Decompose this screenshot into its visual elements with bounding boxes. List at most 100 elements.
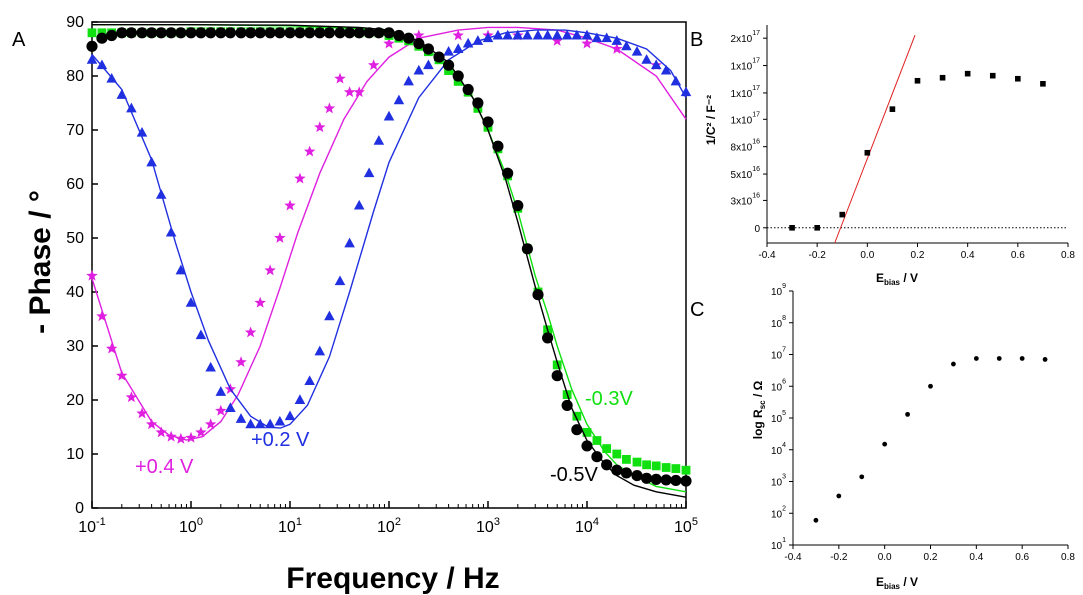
panel-a-data-point	[552, 360, 562, 370]
panel-a-data-point	[373, 27, 385, 39]
panel-c-data-point	[1019, 356, 1025, 361]
panel-c-x-tick-label: 0.2	[924, 552, 938, 563]
panel-a-data-point	[314, 121, 326, 133]
panel-c-data-point	[1042, 357, 1048, 362]
panel-a-data-point	[205, 361, 216, 372]
panel-a-x-tick-label: 105	[674, 516, 698, 536]
panel-a-letter: A	[12, 29, 26, 51]
panel-a-data-point	[323, 102, 336, 114]
panel-a-data-point	[581, 440, 593, 452]
panel-c-x-tick-label: 0.0	[878, 552, 892, 563]
panel-a-data-point	[462, 83, 474, 96]
panel-b-x-tick-label: 0.0	[860, 250, 874, 261]
panel-a-data-point	[254, 27, 266, 39]
panel-c-y-tick-label: 102	[771, 505, 786, 520]
panel-a-data-point	[274, 415, 286, 426]
panel-b-data-point	[864, 149, 871, 156]
panel-a-data-point	[482, 116, 494, 128]
panel-c-y-tick-label: 109	[771, 283, 786, 298]
panel-a-data-point	[353, 199, 365, 210]
panel-a-data-point	[661, 463, 671, 472]
panel-c-data-point	[905, 411, 910, 417]
panel-a-data-point	[146, 27, 158, 39]
panel-b-data-point	[989, 72, 996, 79]
panel-c-y-tick-label: 104	[771, 442, 786, 457]
panel-a-data-point	[522, 29, 533, 40]
panel-a-y-axis-title: - Phase / °	[24, 190, 57, 334]
panel-a-y-tick-label: 70	[66, 122, 84, 139]
panel-a-data-point	[383, 37, 395, 49]
panel-b-x-tick-label: 0.4	[961, 250, 975, 261]
panel-a-data-point	[343, 86, 356, 98]
panel-a-data-point	[582, 428, 592, 437]
panel-a-data-point	[155, 426, 167, 438]
panel-a-data-point	[125, 27, 137, 39]
panel-c-data-point	[951, 361, 956, 367]
panel-a-data-point	[452, 29, 464, 41]
panel-c-letter: C	[690, 299, 704, 321]
panel-c-x-tick-label: 0.8	[1061, 552, 1075, 563]
panel-a-data-point	[185, 27, 197, 39]
panel-a-data-point	[136, 27, 148, 39]
panel-b-data-point	[789, 224, 795, 231]
panel-a-data-point	[602, 444, 612, 453]
panel-c-y-tick-label: 105	[771, 410, 786, 425]
panel-a-data-point	[116, 369, 128, 381]
panel-a-data-point	[185, 431, 197, 443]
panel-a-data-point	[383, 27, 395, 39]
panel-b-y-tick-label: 3x1016	[731, 192, 761, 207]
panel-a-y-tick-label: 40	[66, 284, 84, 301]
panel-a-data-point	[403, 32, 415, 44]
panel-a-x-tick-label: 102	[377, 516, 401, 536]
panel-c-y-tick-label: 108	[771, 315, 786, 330]
panel-b-data-point	[814, 224, 820, 231]
panel-a-data-point	[413, 38, 425, 50]
panel-a-data-point	[611, 43, 623, 54]
panel-a-data-point	[650, 59, 662, 70]
panel-b-data-point	[839, 211, 846, 218]
panel-b-data-point	[939, 74, 946, 81]
panel-a-data-point	[165, 226, 177, 237]
panel-a-data-point	[367, 59, 380, 71]
panel-a-data-point	[591, 32, 603, 43]
panel-a-plot-area: 0 10 20 30 40 50 60 70 80 90 10-1 100 101 102 103 104 10…	[66, 14, 698, 536]
panel-a-data-point	[632, 457, 642, 467]
panel-a-data-point	[195, 329, 207, 340]
panel-a-data-point	[423, 59, 434, 70]
panel-a-data-point	[165, 430, 177, 442]
panel-c-y-tick-label: 106	[771, 378, 786, 393]
panel-a-data-point	[96, 310, 108, 322]
panel-a-data-point	[106, 72, 117, 83]
panel-a-data-point	[106, 29, 118, 42]
panel-a-data-point	[254, 418, 266, 429]
panel-a-data-point	[344, 27, 356, 39]
panel-a-data-point	[650, 473, 662, 485]
panel-a-data-point	[462, 37, 474, 48]
panel-a-data-point	[204, 418, 217, 430]
panel-b-x-tick-label: 0.8	[1061, 250, 1075, 261]
panel-a-data-point	[284, 27, 296, 39]
panel-a-fit-curve	[91, 26, 687, 441]
panel-b-letter: B	[690, 29, 703, 51]
panel-a-data-point	[433, 51, 445, 63]
panel-a-data-point	[353, 27, 365, 39]
panel-c-data-point	[836, 493, 842, 499]
panel-a-data-point	[422, 43, 434, 55]
panel-c-y-axis-title: log Rsc / Ω	[751, 380, 767, 439]
panel-a-data-point	[482, 32, 494, 43]
panel-b-y-tick-label: 1x1017	[731, 111, 761, 126]
panel-a-data-point	[245, 27, 257, 39]
panel-c-x-tick-label: -0.2	[830, 552, 848, 563]
panel-b-x-tick-label: -0.4	[758, 250, 776, 261]
panel-a-data-point	[165, 27, 177, 39]
panel-a-data-point	[264, 27, 276, 39]
panel-a-data-point	[591, 451, 603, 463]
panel-a-data-point	[542, 29, 553, 40]
panel-b-data-point	[1040, 81, 1046, 87]
panel-a-data-point	[601, 459, 613, 471]
panel-a-data-point	[155, 27, 167, 39]
panel-a-data-point	[532, 289, 544, 301]
panel-c: C -0.4 -0.2 0.0 0.2 0.4 0.6 0.8 101 102 103 104 105…	[690, 283, 1075, 591]
panel-a-data-point	[235, 27, 247, 39]
panel-a-data-point	[641, 54, 652, 64]
